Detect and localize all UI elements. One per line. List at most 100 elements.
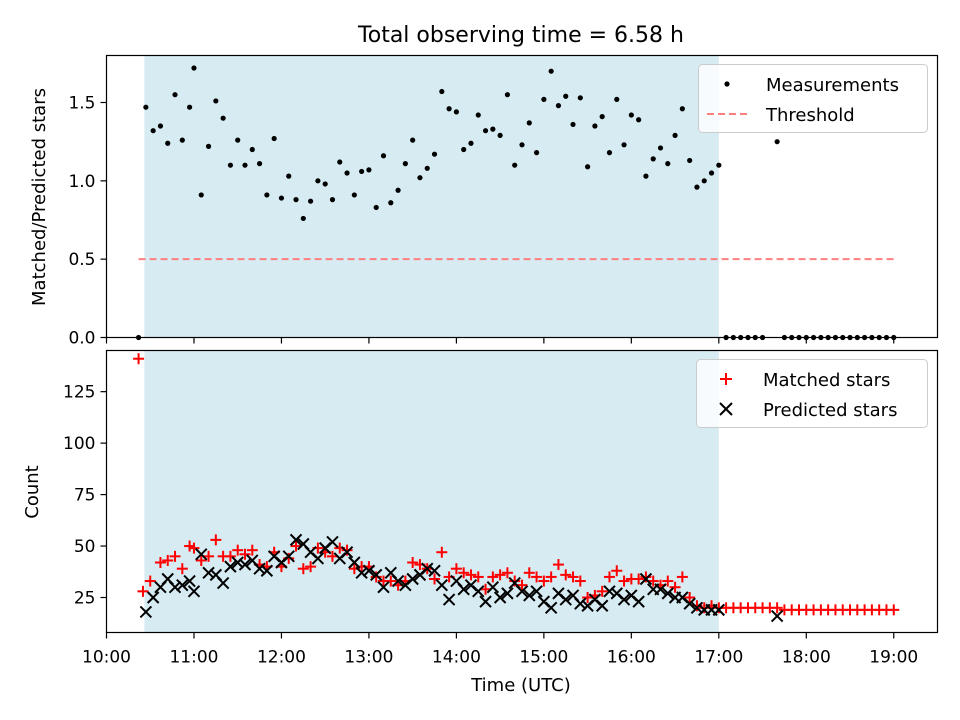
x-tick-label: 10:00 xyxy=(82,648,131,668)
predicted-star-point xyxy=(442,593,456,606)
figure-title: Total observing time = 6.58 h xyxy=(357,23,684,48)
measurement-point xyxy=(205,143,212,149)
x-tick-label: 12:00 xyxy=(257,648,306,668)
legend-predicted-marker xyxy=(719,402,733,416)
matched-star-point xyxy=(888,604,900,616)
measurement-point xyxy=(774,139,780,145)
measurement-point xyxy=(504,92,511,98)
matched-star-point xyxy=(560,569,572,581)
measurement-point xyxy=(220,115,226,121)
legend-matched-label: Matched stars xyxy=(763,370,890,391)
bottom-y-tick-label: 25 xyxy=(74,589,96,609)
predicted-star-point xyxy=(260,564,274,577)
x-tick-label: 19:00 xyxy=(869,648,918,668)
measurement-point xyxy=(453,109,459,115)
bottom-legend: Matched stars Predicted stars xyxy=(696,359,928,428)
measurement-point xyxy=(256,161,263,167)
predicted-star-point xyxy=(377,581,390,594)
matched-star-point xyxy=(662,575,674,587)
matched-star-point xyxy=(618,575,630,587)
predicted-star-point xyxy=(501,587,514,600)
predicted-star-point xyxy=(362,564,376,577)
matched-star-point xyxy=(407,557,419,569)
predicted-star-point xyxy=(574,597,587,610)
measurement-point xyxy=(665,161,671,167)
measurement-point xyxy=(679,106,685,112)
predicted-star-point xyxy=(632,595,645,608)
measurement-point xyxy=(482,128,489,134)
measurement-point xyxy=(585,164,591,170)
matched-star-point xyxy=(232,544,244,556)
predicted-star-point xyxy=(289,533,303,547)
matched-star-point xyxy=(509,575,521,587)
matched-star-point xyxy=(516,579,528,591)
matched-star-point xyxy=(603,571,615,583)
measurement-point xyxy=(329,197,336,203)
measurement-point xyxy=(322,181,328,187)
predicted-star-point xyxy=(391,574,405,588)
measurement-point xyxy=(592,123,598,129)
predicted-star-point xyxy=(486,581,500,594)
measurement-point xyxy=(541,96,547,102)
measurement-point xyxy=(701,178,707,184)
predicted-star-point xyxy=(472,585,485,598)
measurement-point xyxy=(179,137,185,143)
bottom-y-axis-label: Count xyxy=(22,465,43,518)
predicted-star-point xyxy=(326,535,339,549)
measurement-point xyxy=(475,112,481,118)
measurement-point xyxy=(315,178,321,184)
measurement-point xyxy=(417,175,423,181)
matched-star-point xyxy=(552,559,564,571)
measurement-point xyxy=(308,198,314,204)
predicted-star-point xyxy=(355,566,368,580)
top-y-tick-label: 1.0 xyxy=(68,172,95,192)
matched-star-point xyxy=(450,563,462,575)
predicted-star-point xyxy=(348,556,361,569)
predicted-star-point xyxy=(712,603,726,617)
measurement-point xyxy=(606,150,613,156)
matched-star-point xyxy=(480,583,492,595)
top-y-axis: 0.0 0.5 1.0 1.5 xyxy=(68,94,107,349)
bottom-y-axis: 25 50 75 100 125 xyxy=(63,383,107,609)
measurement-point xyxy=(198,192,204,198)
matched-star-point xyxy=(545,571,557,583)
legend-measurements-label: Measurements xyxy=(766,75,899,96)
measurement-point xyxy=(388,200,394,206)
matched-star-point xyxy=(385,575,397,587)
x-tick-label: 11:00 xyxy=(169,648,218,668)
predicted-star-point xyxy=(603,585,616,598)
x-tick-label: 18:00 xyxy=(782,648,831,668)
measurement-point xyxy=(300,215,306,222)
matched-star-point xyxy=(297,563,309,575)
measurement-point xyxy=(187,104,193,110)
predicted-star-point xyxy=(515,585,529,598)
bottom-legend-box xyxy=(696,359,928,428)
measurement-point xyxy=(344,170,350,176)
matched-star-point xyxy=(640,571,652,583)
measurement-point xyxy=(271,135,277,142)
measurement-point xyxy=(621,142,627,148)
matched-star-point xyxy=(567,571,579,583)
matched-star-point xyxy=(195,554,207,566)
measurement-point xyxy=(512,162,518,168)
measurement-point xyxy=(497,132,503,138)
bottom-x-axis: 10:00 11:00 12:00 13:00 14:00 15:00 16:00 17:00… xyxy=(82,632,918,668)
measurement-point xyxy=(599,114,605,120)
predicted-star-point xyxy=(457,583,470,596)
predicted-star-point xyxy=(428,564,441,577)
matched-star-point xyxy=(647,575,659,587)
matched-star-point xyxy=(210,534,222,546)
matched-star-point xyxy=(574,575,586,587)
top-y-tick-label: 0.0 xyxy=(68,329,95,349)
bottom-y-tick-label: 75 xyxy=(74,486,96,506)
measurement-point xyxy=(548,68,554,74)
x-tick-label: 15:00 xyxy=(519,648,568,668)
measurement-point xyxy=(235,137,241,143)
measurement-point xyxy=(526,120,532,126)
predicted-star-point xyxy=(654,583,667,596)
matched-star-point xyxy=(531,571,543,583)
predicted-star-point xyxy=(202,566,215,580)
matched-star-point xyxy=(133,353,145,365)
matched-star-point xyxy=(538,575,550,587)
measurement-point xyxy=(570,121,576,128)
